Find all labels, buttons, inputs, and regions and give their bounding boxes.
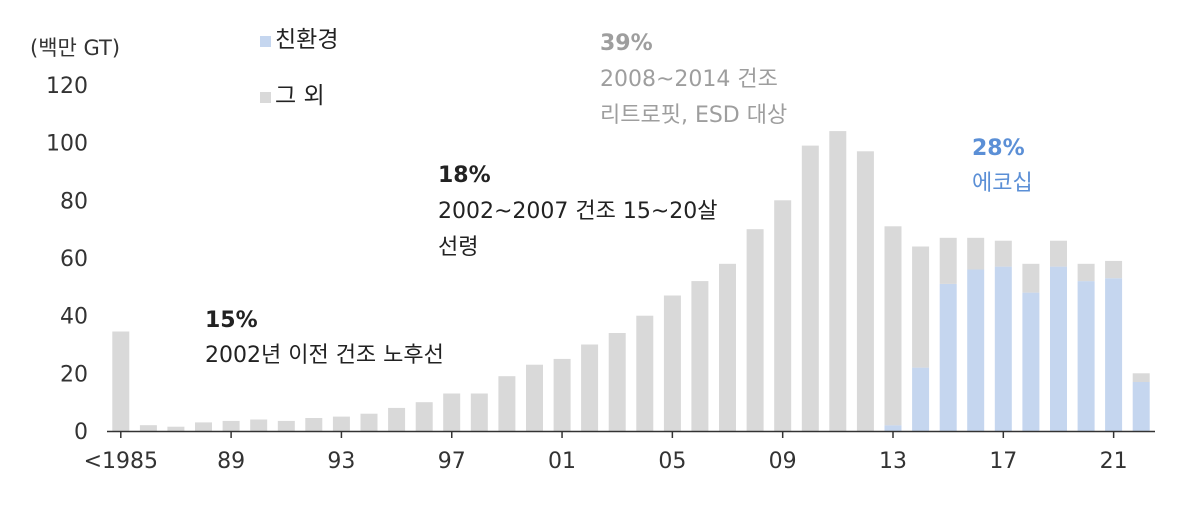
bar-segment-other	[691, 281, 709, 431]
legend-label-other: 그 외	[275, 83, 325, 109]
bar-segment-other	[167, 426, 185, 431]
annotation-15-percent: 15%	[205, 308, 258, 333]
y-tick-label: 0	[74, 420, 88, 445]
bar-segment-other	[1050, 240, 1067, 267]
annotation-39-text-line1: 2008~2014 건조	[600, 67, 778, 92]
y-axis-ticks: 0 20 40 60 80 100 120	[46, 74, 88, 445]
bar-segment-other	[1105, 260, 1123, 279]
bar-segment-other	[195, 422, 212, 431]
x-tick-label: 13	[879, 449, 907, 474]
annotation-18-text-line2: 선령	[438, 235, 478, 260]
annotation-18: 18% 2002~2007 건조 15~20살 선령	[438, 163, 718, 260]
bars	[112, 131, 1150, 432]
legend-swatch-other	[260, 92, 271, 103]
bar-segment-other	[801, 145, 819, 431]
bar-segment-eco	[1105, 278, 1123, 431]
bar-segment-eco	[1077, 281, 1095, 431]
bar-segment-other	[443, 393, 461, 431]
annotation-28: 28% 에코십	[972, 136, 1033, 196]
bar-segment-eco	[884, 425, 902, 431]
bar-segment-other	[912, 246, 930, 368]
bar-segment-other	[388, 407, 406, 431]
bar-segment-other	[967, 237, 985, 270]
bar-segment-other	[829, 131, 847, 431]
legend-label-eco: 친환경	[275, 27, 338, 53]
annotation-18-text-line1: 2002~2007 건조 15~20살	[438, 199, 718, 224]
x-axis-ticks: <1985 89 93 97 01 05 09 13 17 21	[84, 431, 1128, 474]
legend-swatch-eco	[260, 36, 271, 47]
bar-segment-other	[360, 413, 378, 431]
bar-segment-other	[139, 425, 157, 431]
annotation-39-text-line2: 리트로핏, ESD 대상	[600, 103, 787, 128]
bar-segment-eco	[1050, 266, 1067, 431]
legend: 친환경 그 외	[260, 27, 338, 109]
bar-segment-other	[498, 376, 516, 431]
x-tick-label: 17	[989, 449, 1017, 474]
y-tick-label: 40	[60, 305, 88, 330]
bar-segment-eco	[912, 367, 930, 431]
bar-segment-other	[581, 344, 599, 431]
bar-segment-other	[1077, 263, 1095, 282]
bar-segment-other	[470, 393, 488, 431]
annotation-28-percent: 28%	[972, 136, 1025, 161]
annotation-28-text: 에코십	[972, 171, 1033, 196]
bar-segment-other	[1022, 263, 1040, 293]
bar-segment-other	[636, 315, 654, 431]
bar-segment-eco	[994, 266, 1012, 431]
annotation-39: 39% 2008~2014 건조 리트로핏, ESD 대상	[600, 31, 787, 128]
bar-segment-other	[112, 331, 130, 431]
bar-segment-eco	[1022, 292, 1040, 431]
bar-segment-other	[719, 263, 736, 431]
bar-segment-other	[526, 364, 543, 431]
x-tick-label: 93	[327, 449, 355, 474]
bar-segment-other	[332, 416, 350, 431]
bar-segment-other	[994, 240, 1012, 267]
annotation-18-percent: 18%	[438, 163, 491, 188]
y-tick-label: 20	[60, 362, 88, 387]
bar-segment-other	[663, 295, 681, 431]
y-axis-unit-label: (백만 GT)	[30, 36, 120, 60]
bar-segment-other	[553, 358, 571, 431]
bar-segment-eco	[939, 284, 957, 431]
bar-segment-other	[608, 333, 626, 431]
x-tick-label: 21	[1100, 449, 1128, 474]
x-tick-label: <1985	[84, 449, 158, 474]
bar-segment-other	[277, 420, 295, 431]
bar-segment-other	[884, 226, 902, 426]
bar-segment-eco	[1132, 382, 1150, 431]
bar-segment-other	[774, 200, 792, 431]
y-tick-label: 100	[46, 132, 88, 157]
bar-segment-other	[415, 402, 433, 431]
x-tick-label: 97	[438, 449, 466, 474]
bar-segment-other	[856, 151, 874, 432]
bar-segment-other	[305, 418, 323, 431]
bar-segment-other	[939, 237, 957, 284]
y-tick-label: 120	[46, 74, 88, 99]
annotation-15-text: 2002년 이전 건조 노후선	[205, 343, 444, 368]
x-tick-label: 09	[769, 449, 797, 474]
annotation-39-percent: 39%	[600, 31, 653, 56]
x-tick-label: 89	[217, 449, 245, 474]
x-tick-label: 01	[548, 449, 576, 474]
annotation-15: 15% 2002년 이전 건조 노후선	[205, 308, 444, 368]
y-tick-label: 80	[60, 189, 88, 214]
y-tick-label: 60	[60, 247, 88, 272]
bar-segment-other	[250, 419, 268, 431]
bar-segment-other	[1132, 373, 1150, 382]
x-tick-label: 05	[658, 449, 686, 474]
bar-segment-other	[746, 229, 764, 431]
bar-segment-other	[222, 420, 240, 431]
bar-segment-eco	[967, 269, 985, 431]
